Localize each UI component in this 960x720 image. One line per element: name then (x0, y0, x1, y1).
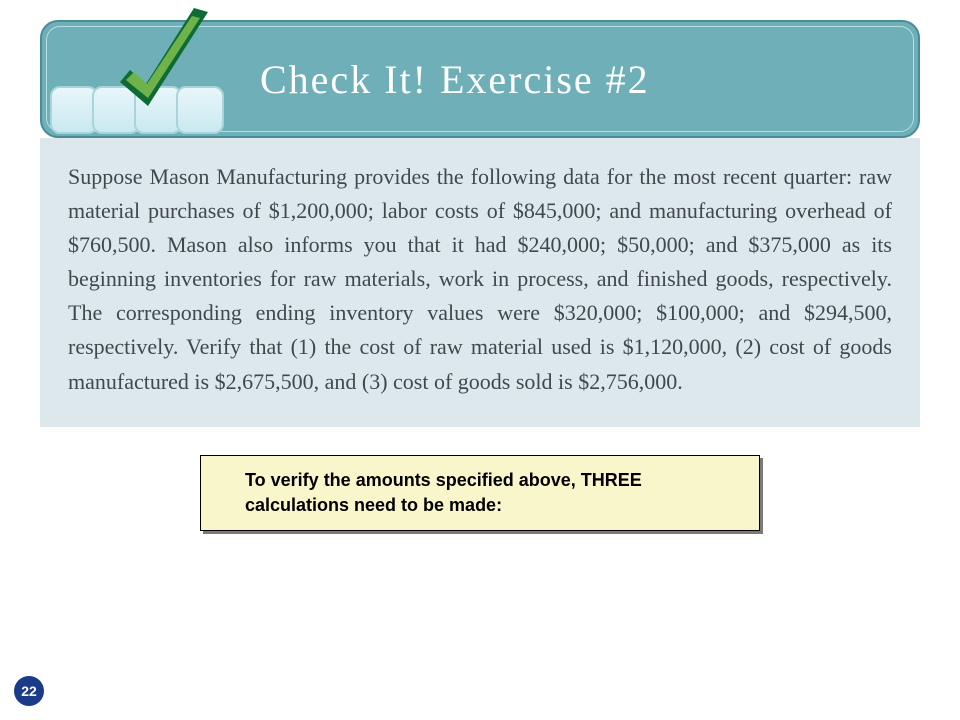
note-box: To verify the amounts specified above, T… (200, 455, 760, 531)
slide: Check It! Exercise #2 Suppose Mason Manu… (0, 0, 960, 720)
square-icon (50, 86, 98, 134)
checkmark-squares-icon (50, 14, 260, 144)
note-container: To verify the amounts specified above, T… (40, 455, 920, 531)
header-title: Check It! Exercise #2 (260, 20, 650, 138)
header-banner: Check It! Exercise #2 (40, 20, 920, 138)
page-number-badge: 22 (14, 676, 44, 706)
page-number: 22 (21, 683, 37, 699)
exercise-text: Suppose Mason Manufacturing provides the… (68, 160, 892, 399)
note-text: To verify the amounts specified above, T… (245, 468, 731, 518)
checkmark-icon (100, 4, 220, 124)
exercise-body-panel: Suppose Mason Manufacturing provides the… (40, 138, 920, 427)
